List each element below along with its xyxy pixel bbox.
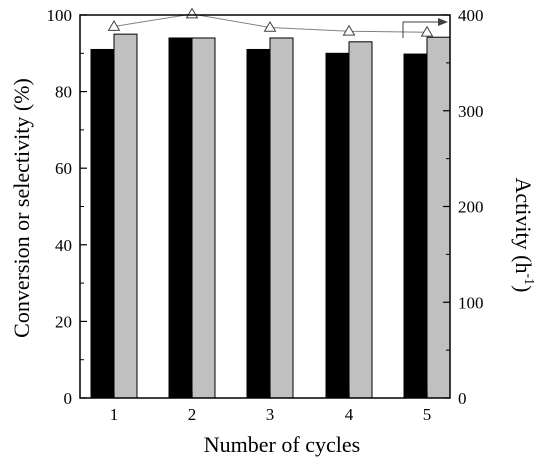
- y-tick-label: 40: [55, 236, 72, 255]
- y-tick-label: 20: [55, 312, 72, 331]
- activity-point-cycle-3: [263, 20, 277, 32]
- bar-series1-cycle-2: [168, 37, 193, 399]
- activity-arrow-head: [438, 18, 448, 26]
- y2-tick-label: 100: [458, 293, 484, 312]
- y-axis-label: Conversion or selectivity (%): [9, 78, 34, 338]
- y2-axis-label: Activity (h-1): [511, 178, 536, 293]
- bar-series1-cycle-4: [325, 52, 350, 399]
- activity-point-cycle-4: [342, 24, 356, 36]
- activity-point-cycle-5: [420, 25, 434, 37]
- y2-tick-label: 0: [458, 389, 467, 408]
- activity-line-group: [107, 7, 448, 38]
- bar-series2-cycle-4: [348, 41, 373, 399]
- bar-series2-cycle-1: [113, 33, 138, 399]
- x-axis-label: Number of cycles: [204, 432, 360, 457]
- x-tick-label: 1: [110, 405, 119, 424]
- activity-arrow-line: [402, 21, 442, 38]
- y-tick-label: 60: [55, 159, 72, 178]
- x-tick-label: 5: [423, 405, 432, 424]
- activity-point-cycle-1: [107, 20, 121, 31]
- bar-series2-cycle-5: [426, 36, 451, 399]
- y2-axis-label-end: ): [511, 285, 536, 292]
- bar-series2-cycle-3: [269, 37, 294, 399]
- y2-axis-label-sup: -1: [521, 273, 536, 285]
- y-tick-label: 0: [64, 389, 73, 408]
- y2-axis-label-main: Activity (h: [511, 178, 536, 274]
- bar-series1-cycle-3: [246, 48, 271, 399]
- bar-series2-cycle-2: [191, 37, 216, 399]
- bar-series1-cycle-5: [403, 53, 428, 399]
- activity-point-cycle-2: [185, 7, 199, 19]
- x-tick-label: 4: [345, 405, 354, 424]
- y2-tick-label: 200: [458, 198, 484, 217]
- y-tick-label: 100: [47, 6, 73, 25]
- y2-tick-label: 400: [458, 6, 484, 25]
- y2-tick-label: 300: [458, 102, 484, 121]
- bar-series1-cycle-1: [90, 48, 115, 399]
- ticks-group: 0 20 40 60 80 100 0 100 200 300 400 1 2 3 4 5: [47, 6, 484, 424]
- x-tick-label: 2: [188, 405, 197, 424]
- bars-group: [90, 33, 451, 399]
- x-tick-label: 3: [266, 405, 275, 424]
- y-tick-label: 80: [55, 83, 72, 102]
